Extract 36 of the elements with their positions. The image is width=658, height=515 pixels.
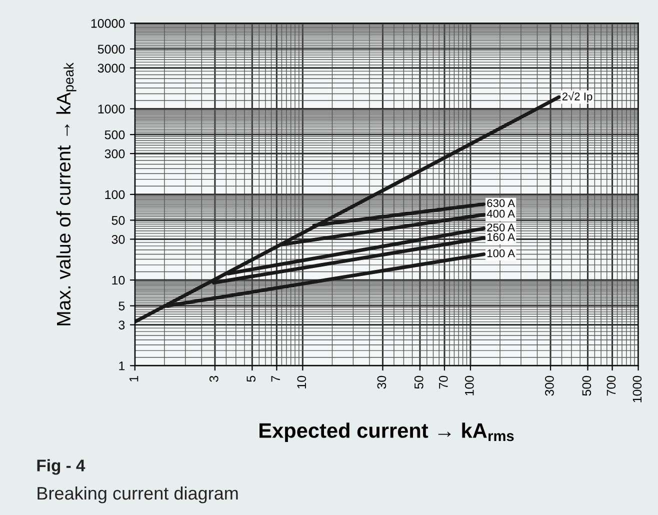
y-tick-label: 100 xyxy=(105,190,125,200)
x-tick-label: 1000 xyxy=(632,376,642,402)
y-tick-label: 30 xyxy=(112,234,125,244)
text: Breaking current diagram xyxy=(38,486,238,504)
series-label: 630 A xyxy=(487,199,516,208)
series-label: 100 A xyxy=(487,249,516,258)
x-tick-label: 70 xyxy=(438,376,448,389)
y-tick-label: 50 xyxy=(112,216,125,225)
x-tick-label: 5 xyxy=(246,376,256,382)
x-tick-label: 7 xyxy=(271,376,280,382)
text: Fig - 4 xyxy=(37,459,86,475)
y-tick-label: 10 xyxy=(112,276,125,285)
x-tick-label: 30 xyxy=(377,376,386,389)
x-axis-title: Expected current → kA$_{rms}$ xyxy=(260,422,514,442)
y-tick-label: 10000 xyxy=(91,18,125,28)
x-tick-label: 500 xyxy=(582,376,592,396)
y-tick-label: 3 xyxy=(118,320,125,330)
y-tick-label: 500 xyxy=(104,130,125,140)
x-tick-label: 100 xyxy=(464,376,474,396)
x-tick-label: 50 xyxy=(414,376,424,389)
series-label: 250 A xyxy=(487,224,516,232)
series-label: 2√2 Ip xyxy=(562,92,592,103)
x-tick-label: 300 xyxy=(545,376,554,396)
x-tick-label: 3 xyxy=(209,376,218,382)
x-tick-label: 10 xyxy=(297,376,306,388)
y-tick-label: 1 xyxy=(119,362,125,370)
y-axis-title: Max. value of current → kA$_{peak}$ xyxy=(56,62,76,326)
x-tick-label: 700 xyxy=(606,376,616,396)
y-tick-label: 3000 xyxy=(98,64,125,73)
y-tick-label: 5000 xyxy=(98,44,125,54)
y-tick-label: 1000 xyxy=(98,104,125,114)
y-tick-label: 300 xyxy=(104,149,125,158)
series-label: 160 A xyxy=(487,233,516,241)
y-tick-label: 5 xyxy=(118,302,125,310)
series-label: 400 A xyxy=(486,210,516,218)
x-tick-label: 1 xyxy=(130,376,138,382)
